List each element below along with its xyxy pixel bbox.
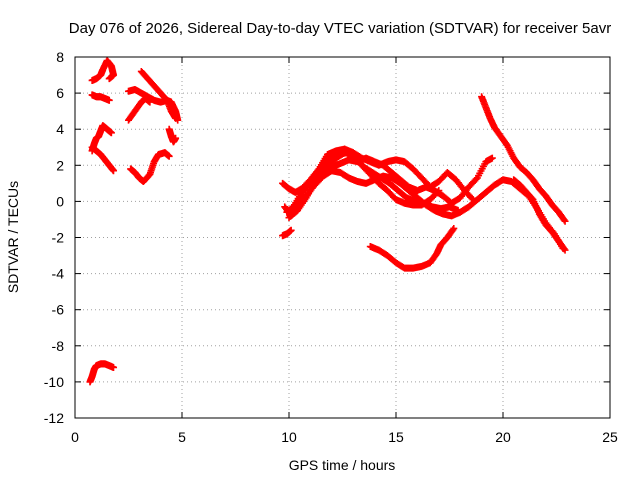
y-tick-label: 6 — [56, 85, 64, 101]
y-tick-label: 0 — [56, 193, 64, 209]
axis-ticks: 0 5 10 15 20 25 -12 -10 -8 -6 -4 -2 0 2 4 6 8 — [44, 49, 618, 445]
data-point — [165, 152, 173, 160]
series-arc-19h-b — [510, 176, 569, 254]
chart-title: Day 076 of 2026, Sidereal Day-to-day VTE… — [69, 20, 611, 37]
data-point — [110, 363, 118, 371]
x-tick-label: 20 — [495, 429, 511, 445]
x-tick-label: 0 — [71, 429, 79, 445]
data-point — [146, 98, 154, 106]
data-points — [86, 57, 569, 386]
y-tick-label: -4 — [52, 266, 65, 282]
data-point — [560, 245, 568, 253]
data-point — [560, 216, 568, 224]
series-arc-early-dip — [88, 143, 118, 175]
data-point — [105, 96, 113, 104]
data-point — [105, 75, 113, 83]
grid — [75, 57, 610, 418]
series-arc-early-mid — [88, 91, 113, 104]
data-point — [287, 226, 295, 234]
series-arc-early-neg — [86, 360, 118, 386]
series-arc-early-top — [88, 57, 118, 84]
x-tick-label: 25 — [602, 429, 618, 445]
y-tick-label: -10 — [44, 374, 64, 390]
data-point — [561, 246, 569, 254]
series-arc-3h-lower — [125, 95, 154, 124]
x-tick-label: 5 — [178, 429, 186, 445]
y-tick-label: 2 — [56, 157, 64, 173]
y-tick-label: 8 — [56, 49, 64, 65]
x-tick-label: 15 — [388, 429, 404, 445]
y-axis-label: SDTVAR / TECUs — [5, 181, 21, 293]
series-arc-19h-top — [478, 93, 569, 225]
series-arc-3h-right — [165, 125, 180, 146]
data-point — [110, 167, 118, 175]
series-arc-10h-f — [289, 149, 443, 211]
series-arc-3h-upper2 — [137, 67, 180, 122]
series-arc-10h-a — [279, 226, 295, 240]
y-tick-label: -12 — [44, 410, 64, 426]
data-point — [172, 134, 180, 142]
series-arc-15h-neg — [366, 224, 458, 272]
y-tick-label: 4 — [56, 121, 64, 137]
data-point — [107, 129, 115, 137]
data-point — [488, 154, 496, 162]
data-point — [172, 114, 180, 122]
x-tick-label: 10 — [281, 429, 297, 445]
data-point — [434, 188, 442, 196]
x-axis-label: GPS time / hours — [289, 457, 396, 473]
data-point — [561, 217, 569, 225]
y-tick-label: -6 — [52, 302, 65, 318]
series-arc-3h-small — [127, 149, 173, 186]
data-point — [450, 224, 458, 232]
data-point — [435, 187, 443, 195]
data-point — [472, 175, 480, 183]
y-tick-label: -8 — [52, 338, 65, 354]
data-point — [449, 226, 457, 234]
y-tick-label: -2 — [52, 230, 65, 246]
